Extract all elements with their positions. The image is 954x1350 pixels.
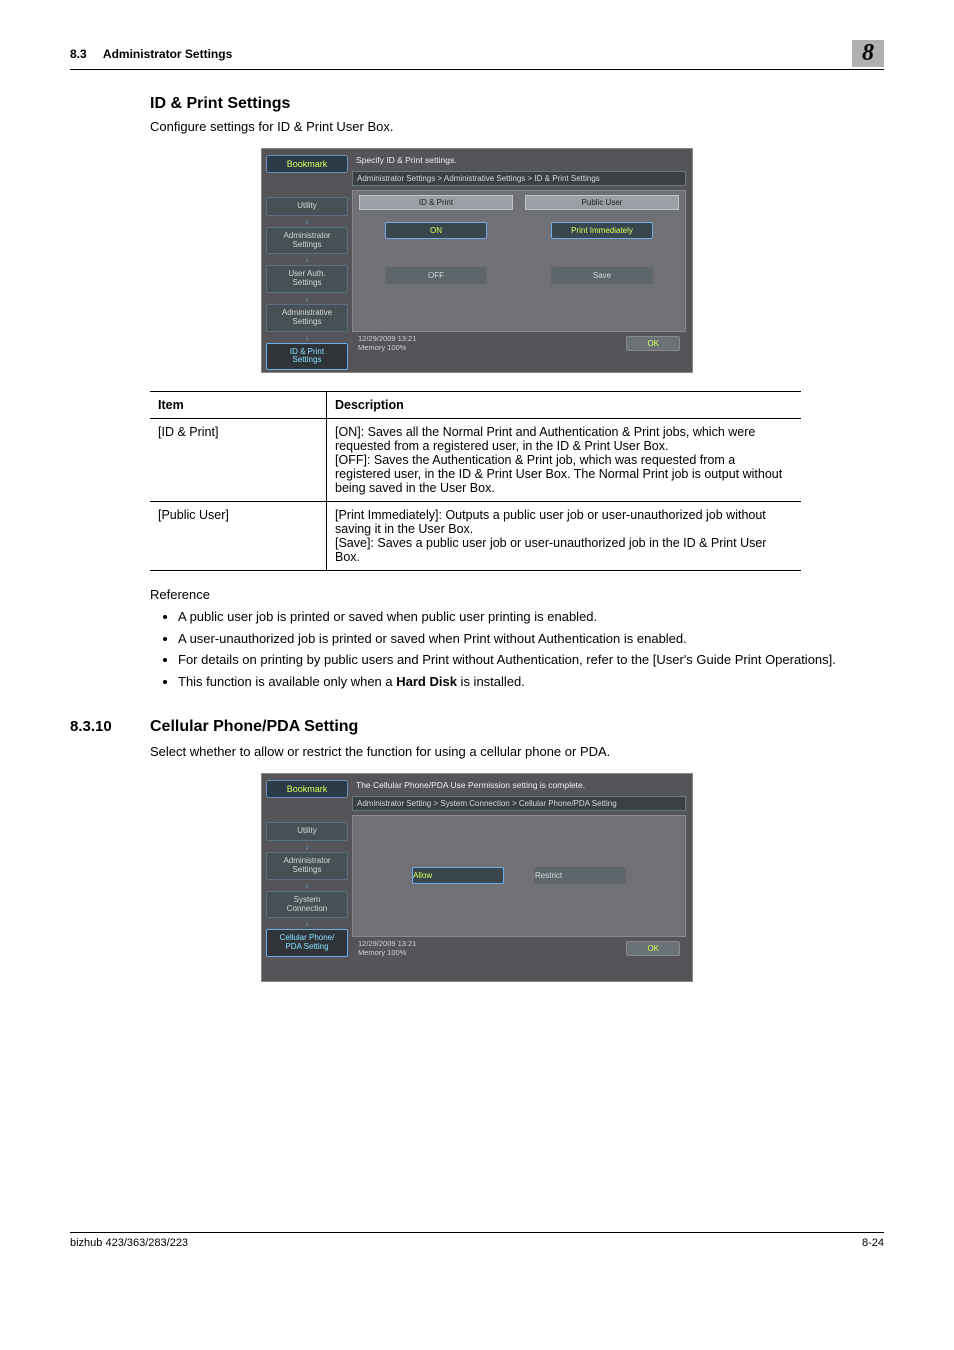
ds2-message: The Cellular Phone/PDA Use Permission se… xyxy=(352,778,686,796)
col-head-public-user: Public User xyxy=(525,195,679,210)
table-header-item: Item xyxy=(150,392,327,419)
section1-title: ID & Print Settings xyxy=(150,95,884,113)
ds1-status: 12/29/2009 13:21 Memory 100% xyxy=(358,334,416,352)
nav-administrative-settings[interactable]: Administrative Settings xyxy=(266,304,348,332)
reference-list: A public user job is printed or saved wh… xyxy=(150,608,884,690)
ds2-datetime: 12/29/2009 13:21 xyxy=(358,939,416,948)
arrow-down-icon: ↓ xyxy=(266,217,348,226)
subsection-number: 8.3.10 xyxy=(70,718,150,735)
reference-item-2: A user-unauthorized job is printed or sa… xyxy=(178,630,884,648)
reference-label: Reference xyxy=(150,587,884,602)
btn-save[interactable]: Save xyxy=(551,267,653,284)
ds2-status: 12/29/2009 13:21 Memory 100% xyxy=(358,939,416,957)
footer-model: bizhub 423/363/283/223 xyxy=(70,1237,188,1249)
header-section-title: Administrator Settings xyxy=(103,47,232,61)
page-footer: bizhub 423/363/283/223 8-24 xyxy=(70,1232,884,1249)
reference-item-1: A public user job is printed or saved wh… xyxy=(178,608,884,626)
nav-administrator-settings[interactable]: Administrator Settings xyxy=(266,852,348,880)
btn-print-immediately[interactable]: Print Immediately xyxy=(551,222,653,239)
section2-desc: Select whether to allow or restrict the … xyxy=(150,744,884,759)
arrow-down-icon: ↓ xyxy=(266,881,348,890)
arrow-down-icon: ↓ xyxy=(266,919,348,928)
device-screenshot-cellpda: Bookmark Utility ↓ Administrator Setting… xyxy=(261,773,693,982)
ds2-memory: Memory 100% xyxy=(358,948,416,957)
arrow-down-icon: ↓ xyxy=(266,255,348,264)
nav-administrator-settings[interactable]: Administrator Settings xyxy=(266,227,348,255)
btn-allow[interactable]: Allow xyxy=(412,867,504,884)
btn-id-print-on[interactable]: ON xyxy=(385,222,487,239)
table-cell-desc-idprint: [ON]: Saves all the Normal Print and Aut… xyxy=(327,419,802,502)
section1-desc: Configure settings for ID & Print User B… xyxy=(150,119,884,134)
description-table-idprint: Item Description [ID & Print] [ON]: Save… xyxy=(150,391,801,571)
nav-utility[interactable]: Utility xyxy=(266,822,348,841)
reference-item-4-pre: This function is available only when a xyxy=(178,674,396,689)
subsection-title: Cellular Phone/PDA Setting xyxy=(150,718,358,736)
device-screenshot-idprint: Bookmark Utility ↓ Administrator Setting… xyxy=(261,148,693,373)
ds1-main: Specify ID & Print settings. Administrat… xyxy=(352,149,692,372)
nav-user-auth-settings[interactable]: User Auth. Settings xyxy=(266,265,348,293)
header-section: 8.3 Administrator Settings xyxy=(70,47,232,61)
ds1-memory: Memory 100% xyxy=(358,343,416,352)
ok-button[interactable]: OK xyxy=(626,336,680,351)
bookmark-button[interactable]: Bookmark xyxy=(266,780,348,798)
table-header-description: Description xyxy=(327,392,802,419)
arrow-down-icon: ↓ xyxy=(266,294,348,303)
footer-page-number: 8-24 xyxy=(862,1237,884,1249)
arrow-down-icon: ↓ xyxy=(266,333,348,342)
nav-id-print-settings[interactable]: ID & Print Settings xyxy=(266,343,348,371)
btn-restrict[interactable]: Restrict xyxy=(534,867,626,884)
bookmark-button[interactable]: Bookmark xyxy=(266,155,348,173)
ok-button[interactable]: OK xyxy=(626,941,680,956)
table-cell-desc-publicuser: [Print Immediately]: Outputs a public us… xyxy=(327,502,802,571)
col-head-id-print: ID & Print xyxy=(359,195,513,210)
table-cell-item-publicuser: [Public User] xyxy=(150,502,327,571)
page-header: 8.3 Administrator Settings 8 xyxy=(70,40,884,70)
ds2-sidebar: Bookmark Utility ↓ Administrator Setting… xyxy=(262,774,352,981)
reference-item-3: For details on printing by public users … xyxy=(178,651,884,669)
ds1-datetime: 12/29/2009 13:21 xyxy=(358,334,416,343)
ds1-sidebar: Bookmark Utility ↓ Administrator Setting… xyxy=(262,149,352,372)
table-cell-item-idprint: [ID & Print] xyxy=(150,419,327,502)
ds2-breadcrumb: Administrator Setting > System Connectio… xyxy=(352,796,686,811)
chapter-number: 8 xyxy=(852,40,884,67)
btn-id-print-off[interactable]: OFF xyxy=(385,267,487,284)
ds1-message: Specify ID & Print settings. xyxy=(352,153,686,171)
reference-item-4: This function is available only when a H… xyxy=(178,673,884,691)
arrow-down-icon: ↓ xyxy=(266,842,348,851)
reference-item-4-bold: Hard Disk xyxy=(396,674,457,689)
reference-item-4-post: is installed. xyxy=(457,674,525,689)
ds2-main: The Cellular Phone/PDA Use Permission se… xyxy=(352,774,692,981)
nav-cellular-phone-pda-setting[interactable]: Cellular Phone/ PDA Setting xyxy=(266,929,348,957)
nav-utility[interactable]: Utility xyxy=(266,197,348,216)
nav-system-connection[interactable]: System Connection xyxy=(266,891,348,919)
ds1-breadcrumb: Administrator Settings > Administrative … xyxy=(352,171,686,186)
header-section-num: 8.3 xyxy=(70,47,87,61)
